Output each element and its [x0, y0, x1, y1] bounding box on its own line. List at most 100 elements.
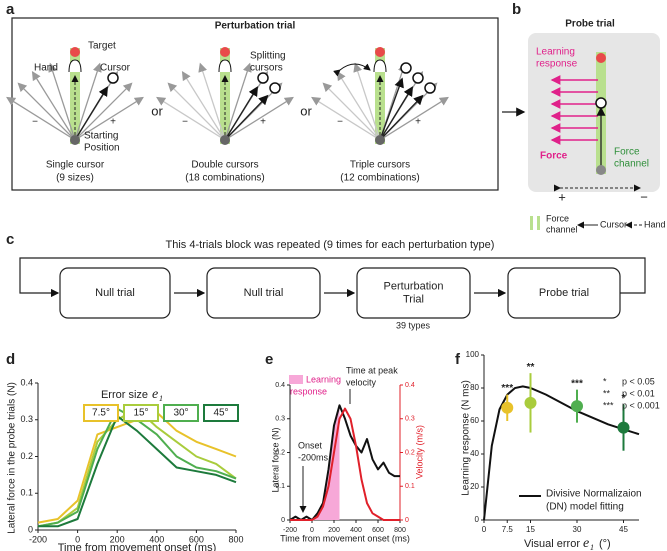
y-tick-label: 0.1 [275, 483, 285, 490]
series-line [289, 404, 400, 521]
start [596, 165, 606, 175]
sig-legend: p < 0.01 [622, 388, 655, 398]
note: 39 types [396, 320, 431, 330]
annotation: -200ms [298, 452, 329, 462]
cursor-arrow [74, 86, 109, 141]
reach-arrow [224, 62, 252, 141]
y2-tick-label: 0.1 [405, 483, 415, 490]
y2-tick-label: 0.2 [405, 449, 415, 456]
significance: ** [527, 362, 535, 373]
y-tick-label: 0.1 [20, 488, 33, 498]
reach-arrow [74, 62, 102, 141]
force-channel [70, 48, 80, 144]
caption: Single cursor [46, 160, 105, 171]
caption: Double cursors [191, 160, 258, 171]
cursor-arrow [379, 77, 404, 141]
series-line [37, 411, 237, 524]
y-tick-label: 0.2 [20, 451, 33, 461]
cursor-arrow [224, 86, 259, 141]
label: Starting [84, 131, 118, 142]
x-tick-label: 0 [310, 527, 314, 534]
sign: + [558, 189, 566, 204]
y2-label: Velocity (m/s) [414, 425, 424, 479]
panel-letter: b [512, 1, 521, 18]
label: Learning [536, 47, 575, 58]
trial-label: Perturbation [384, 280, 444, 292]
annotation: Onset [298, 440, 323, 450]
sig-legend: p < 0.001 [622, 400, 660, 410]
hand-icon [373, 59, 387, 73]
legend-label: 45° [213, 408, 228, 419]
panel-letter: d [6, 351, 15, 368]
y-tick-label: 0 [28, 524, 33, 534]
trial-box [507, 267, 621, 319]
or: or [151, 103, 163, 118]
legend-label: 15° [133, 408, 148, 419]
cursor-arrow [224, 94, 269, 141]
legend-box [83, 404, 119, 422]
y-label: Learning response (N ms) [461, 380, 472, 496]
target [596, 53, 606, 63]
point [571, 400, 583, 413]
legend-text: Force [546, 213, 569, 223]
target [220, 47, 230, 57]
reach-arrow [6, 96, 76, 141]
sign: − [32, 117, 38, 128]
x-tick-label: 400 [350, 527, 362, 534]
reach-arrow [74, 96, 144, 141]
y-tick-label: 60 [470, 416, 479, 425]
label: Force [540, 151, 568, 162]
legend-box [123, 404, 159, 422]
hand-icon [68, 59, 82, 73]
reach-arrow [181, 71, 226, 141]
start [375, 135, 385, 145]
y-tick-label: 0 [475, 515, 480, 524]
point [617, 421, 630, 434]
trial-label: Null trial [95, 287, 135, 299]
trial-label: Trial [403, 293, 424, 305]
label: Hand [34, 63, 58, 74]
shade [312, 405, 340, 520]
y-label: Lateral force (N) [270, 427, 280, 492]
force-channel [220, 48, 230, 144]
x-tick-label: 200 [110, 534, 125, 544]
caption: This 4-trials block was repeated (9 time… [166, 239, 495, 251]
label: Position [84, 143, 120, 154]
x-tick-label: 600 [372, 527, 384, 534]
trial-box [59, 267, 171, 319]
y-tick-label: 0.4 [275, 382, 285, 389]
sign: − [182, 117, 188, 128]
shade-swatch [289, 375, 303, 384]
cursor [257, 72, 269, 84]
legend-label: 7.5° [92, 408, 110, 419]
legend-text: Hand [644, 219, 666, 229]
sign: − [337, 117, 343, 128]
y2-tick-label: 0.3 [405, 416, 415, 423]
legend-label: Learning [306, 374, 341, 384]
x-tick-label: 800 [394, 527, 406, 534]
y2-tick-label: 0 [405, 517, 409, 524]
x-label-var: e₁ [583, 536, 594, 551]
panel-letter: e [265, 351, 273, 368]
sig-legend: * [603, 376, 607, 386]
x-tick-label: 0 [75, 534, 80, 544]
series-line [290, 407, 400, 521]
target [70, 47, 80, 57]
sig-legend: p < 0.05 [622, 376, 655, 386]
trial-box [206, 267, 321, 319]
cursor [400, 62, 412, 74]
reach-arrow [311, 96, 381, 141]
label: channel [614, 159, 649, 170]
panel-title: Perturbation trial [215, 21, 296, 32]
legend-title-var: e₁ [152, 387, 163, 402]
trial-label: Null trial [244, 287, 284, 299]
caption: (9 sizes) [56, 173, 94, 184]
caption: (12 combinations) [340, 173, 419, 184]
cursor [107, 72, 119, 84]
force-channel [375, 48, 385, 144]
x-tick-label: -200 [283, 527, 297, 534]
x-tick-label: 800 [228, 534, 243, 544]
sign: + [415, 117, 421, 128]
cursor-arrow [379, 86, 414, 141]
hand-icon [218, 59, 232, 73]
